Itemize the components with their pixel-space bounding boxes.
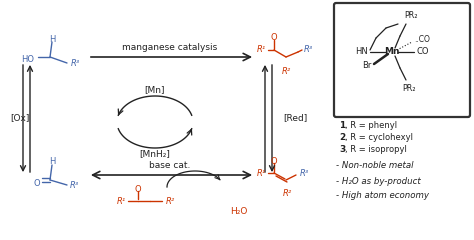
Text: - Non-noble metal: - Non-noble metal: [336, 162, 413, 170]
Text: HO: HO: [21, 54, 34, 64]
Text: HN: HN: [355, 48, 368, 56]
Text: Br: Br: [363, 61, 372, 71]
Text: [MnH₂]: [MnH₂]: [139, 150, 171, 158]
Text: PR₂: PR₂: [402, 84, 416, 93]
Text: 3: 3: [339, 145, 345, 154]
Text: 1: 1: [339, 121, 345, 130]
Text: 2: 2: [339, 133, 345, 142]
Text: - High atom economy: - High atom economy: [336, 192, 429, 200]
Text: H: H: [49, 36, 55, 44]
Text: base cat.: base cat.: [149, 161, 191, 169]
Text: R²: R²: [282, 67, 291, 76]
Text: R³: R³: [70, 181, 79, 191]
Text: , R = phenyl: , R = phenyl: [345, 121, 397, 130]
Text: R¹: R¹: [117, 197, 126, 205]
Text: O: O: [33, 180, 40, 188]
Text: R¹: R¹: [257, 168, 266, 178]
Text: O: O: [135, 185, 141, 193]
Text: R³: R³: [304, 46, 313, 54]
Text: [Red]: [Red]: [283, 114, 307, 122]
Text: R²: R²: [283, 189, 292, 198]
Text: [Ox]: [Ox]: [10, 114, 29, 122]
Text: Mn: Mn: [384, 48, 400, 56]
Text: R²: R²: [166, 197, 175, 205]
Text: - H₂O as by-product: - H₂O as by-product: [336, 176, 421, 186]
Text: O: O: [271, 34, 277, 42]
Text: H: H: [49, 157, 55, 167]
Text: R¹: R¹: [257, 46, 266, 54]
Text: H₂O: H₂O: [230, 208, 247, 216]
Text: PR₂: PR₂: [404, 11, 418, 20]
Text: , R = isopropyl: , R = isopropyl: [345, 145, 407, 154]
Text: R³: R³: [300, 168, 309, 178]
Text: , R = cyclohexyl: , R = cyclohexyl: [345, 133, 413, 142]
Text: ..CO: ..CO: [414, 36, 430, 44]
Text: [Mn]: [Mn]: [145, 85, 165, 95]
Text: manganese catalysis: manganese catalysis: [122, 42, 218, 52]
Text: CO: CO: [417, 48, 429, 56]
Text: O: O: [271, 156, 277, 166]
FancyBboxPatch shape: [334, 3, 470, 117]
Text: R³: R³: [71, 59, 80, 67]
